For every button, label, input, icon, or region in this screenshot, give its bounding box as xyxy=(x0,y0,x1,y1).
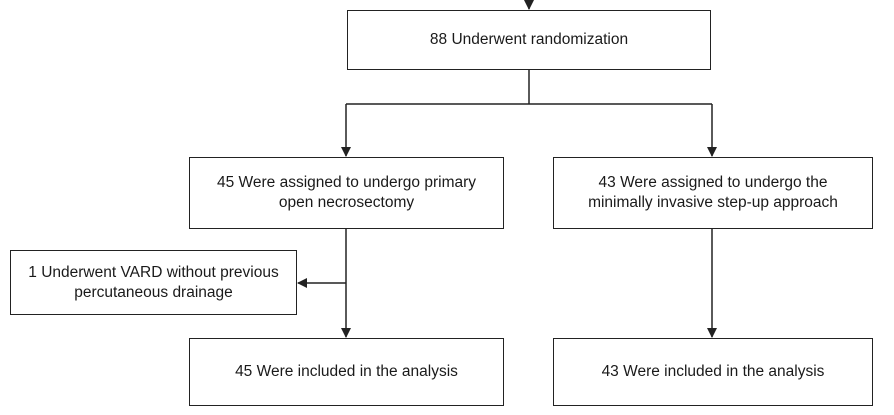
open-analysis-text: 45 Were included in the analysis xyxy=(235,363,458,380)
randomization-text: 88 Underwent randomization xyxy=(429,31,629,48)
open-arm-line-2: open necrosectomy xyxy=(278,194,415,211)
stepup-analysis-text: 43 Were included in the analysis xyxy=(601,363,825,380)
open-necrosectomy-arm-box: 45 Were assigned to undergo primary open… xyxy=(189,157,504,229)
vard-note-line-1: 1 Underwent VARD without previous xyxy=(28,263,279,281)
open-arm-line-1: 45 Were assigned to undergo primary xyxy=(216,174,477,191)
stepup-arm-line-2: minimally invasive step-up approach xyxy=(588,194,838,211)
vard-note-line-2: percutaneous drainage xyxy=(74,283,233,301)
stepup-arm-analysis-box: 43 Were included in the analysis xyxy=(553,338,873,406)
step-up-arm-box: 43 Were assigned to undergo the minimall… xyxy=(553,157,873,229)
vard-note-box: 1 Underwent VARD without previous percut… xyxy=(10,250,297,315)
open-arm-analysis-box: 45 Were included in the analysis xyxy=(189,338,504,406)
stepup-arm-line-1: 43 Were assigned to undergo the xyxy=(598,174,828,191)
randomization-box: 88 Underwent randomization xyxy=(347,10,711,70)
